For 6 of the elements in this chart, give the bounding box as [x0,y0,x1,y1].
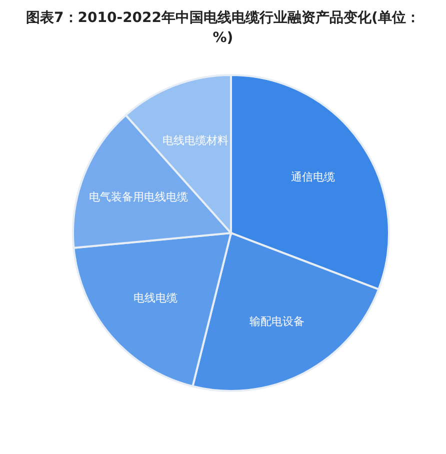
chart-title: 图表7：2010-2022年中国电线电缆行业融资产品变化(单位：%) [26,9,420,46]
slice-label: 电气装备用电线电缆 [88,190,188,204]
slice-label: 输配电设备 [250,315,305,328]
slice-label: 电线电缆 [134,292,178,305]
slice-label: 通信电缆 [290,170,335,184]
slice-label: 电线电缆材料 [162,134,229,147]
